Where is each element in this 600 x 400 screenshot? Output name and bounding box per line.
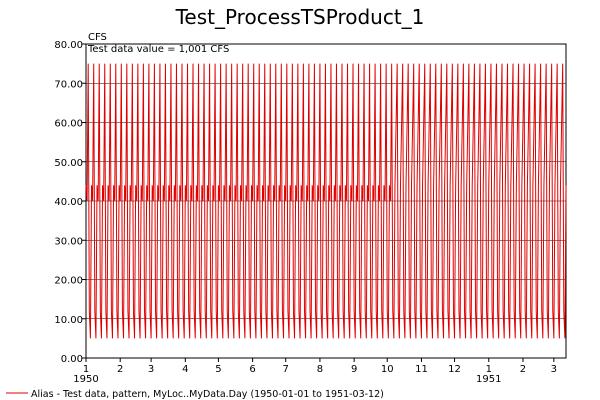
x-tick-label: 11 bbox=[415, 364, 428, 375]
x-tick-label: 4 bbox=[182, 364, 188, 375]
y-tick-label: 70.00 bbox=[54, 79, 83, 90]
x-tick-label: 12 bbox=[448, 364, 461, 375]
x-tick-label: 5 bbox=[215, 364, 221, 375]
x-tick-label: 10 bbox=[381, 364, 394, 375]
y-tick-label: 0.00 bbox=[61, 354, 83, 365]
y-tick-label: 40.00 bbox=[54, 197, 83, 208]
x-tick-label: 1 bbox=[83, 364, 89, 375]
x-tick-label: 7 bbox=[283, 364, 289, 375]
x-tick-label: 2 bbox=[520, 364, 526, 375]
x-tick-label: 9 bbox=[351, 364, 357, 375]
y-axis-unit-label: CFS bbox=[88, 32, 107, 43]
legend: Alias - Test data, pattern, MyLoc..MyDat… bbox=[6, 389, 384, 400]
plot-area bbox=[85, 43, 567, 359]
x-year-label: 1950 bbox=[73, 374, 98, 385]
x-tick-label: 2 bbox=[117, 364, 123, 375]
chart-title: Test_ProcessTSProduct_1 bbox=[175, 5, 425, 29]
y-tick-label: 30.00 bbox=[54, 236, 83, 247]
x-tick-label: 1 bbox=[486, 364, 492, 375]
y-tick-label: 20.00 bbox=[54, 276, 83, 287]
annotation-text: Test data value = 1,001 CFS bbox=[87, 44, 229, 55]
x-year-label: 1951 bbox=[476, 374, 501, 385]
x-tick-label: 3 bbox=[148, 364, 154, 375]
series-group bbox=[85, 63, 567, 339]
x-tick-label: 3 bbox=[551, 364, 557, 375]
y-tick-label: 50.00 bbox=[54, 158, 83, 169]
series-line bbox=[85, 63, 567, 339]
y-tick-label: 10.00 bbox=[54, 315, 83, 326]
y-tick-label: 80.00 bbox=[54, 40, 83, 51]
x-tick-label: 6 bbox=[249, 364, 255, 375]
legend-label: Alias - Test data, pattern, MyLoc..MyDat… bbox=[31, 389, 384, 400]
y-tick-label: 60.00 bbox=[54, 119, 83, 130]
x-tick-label: 8 bbox=[317, 364, 323, 375]
y-axis: 0.00 10.00 20.00 30.00 40.00 50.00 60.00 70.00 8… bbox=[54, 40, 86, 365]
